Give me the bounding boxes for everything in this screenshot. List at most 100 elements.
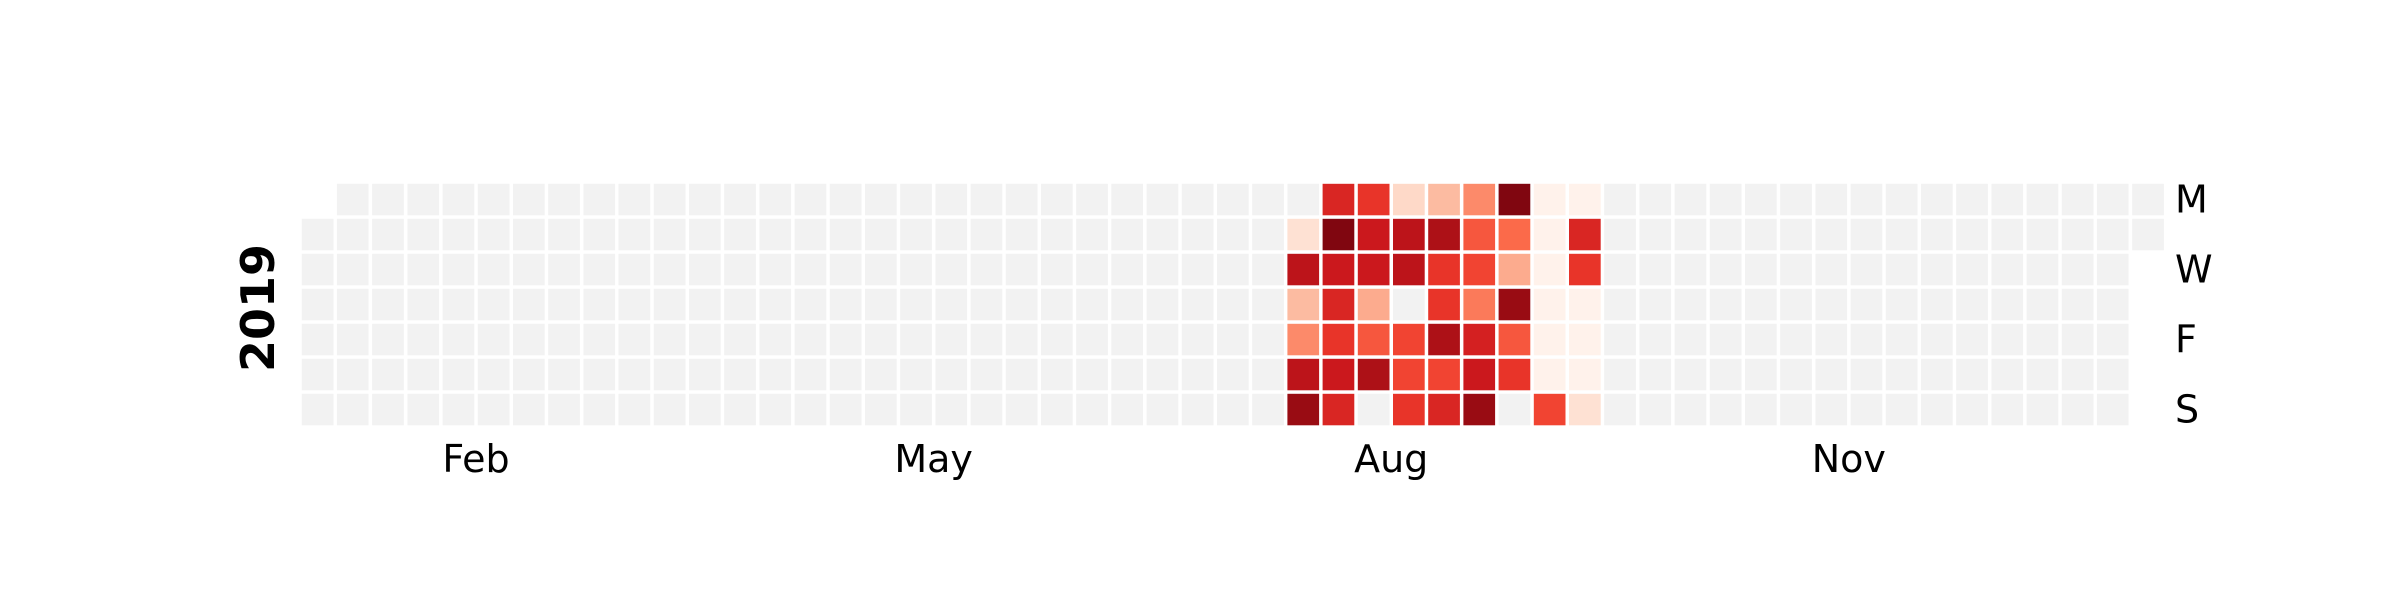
heatmap-cell (1005, 288, 1038, 321)
heatmap-cell (1639, 253, 1672, 286)
heatmap-cell (1569, 393, 1601, 426)
heatmap-cell (653, 218, 686, 251)
heatmap-cell (1921, 393, 1953, 426)
heatmap-cell (442, 253, 475, 286)
heatmap-cell (653, 358, 686, 391)
heatmap-cell (1217, 323, 1249, 356)
heatmap-cell (1463, 288, 1496, 321)
heatmap-cell (301, 218, 334, 251)
heatmap-cell (1041, 393, 1073, 426)
heatmap-cell (1111, 253, 1143, 286)
heatmap-cell (1815, 288, 1848, 321)
heatmap-cell (1357, 218, 1390, 251)
heatmap-cell (1428, 218, 1460, 251)
heatmap-cell (1780, 183, 1812, 216)
heatmap-cell (372, 253, 404, 286)
heatmap-cell (618, 358, 651, 391)
heatmap-cell (1076, 393, 1108, 426)
heatmap-cell (1533, 253, 1566, 286)
heatmap-cell (1604, 358, 1636, 391)
heatmap-cell (548, 253, 580, 286)
heatmap-cell (1181, 358, 1214, 391)
heatmap-cell (1850, 183, 1883, 216)
heatmap-cell (1463, 393, 1496, 426)
heatmap-cell (1991, 218, 2024, 251)
heatmap-cell (1604, 253, 1636, 286)
heatmap-cell (1533, 323, 1566, 356)
heatmap-cell (336, 393, 369, 426)
heatmap-cell (1146, 253, 1179, 286)
heatmap-cell (1815, 218, 1848, 251)
heatmap-cell (1850, 288, 1883, 321)
y-tick-label: S (2175, 388, 2199, 432)
heatmap-cell (1287, 323, 1320, 356)
heatmap-cell (759, 288, 792, 321)
heatmap-cell (1815, 323, 1848, 356)
heatmap-cell (2026, 358, 2059, 391)
heatmap-cell (794, 253, 827, 286)
heatmap-cell (1287, 358, 1320, 391)
heatmap-cell (1287, 218, 1320, 251)
heatmap-cell (865, 393, 897, 426)
heatmap-cell (1885, 253, 1918, 286)
heatmap-cell (301, 323, 334, 356)
heatmap-cell (1041, 253, 1073, 286)
heatmap-cell (1463, 183, 1496, 216)
heatmap-cell (1217, 218, 1249, 251)
heatmap-cell (829, 288, 862, 321)
heatmap-cell (1921, 358, 1953, 391)
heatmap-cell (442, 288, 475, 321)
heatmap-cell (759, 358, 792, 391)
heatmap-cell (1041, 218, 1073, 251)
heatmap-cell (829, 393, 862, 426)
heatmap-cell (583, 323, 616, 356)
heatmap-cell (865, 253, 897, 286)
heatmap-cell (759, 323, 792, 356)
heatmap-cell (1991, 323, 2024, 356)
heatmap-cell (407, 183, 440, 216)
heatmap-cell (1146, 288, 1179, 321)
heatmap-cell (1146, 393, 1179, 426)
heatmap-cell (336, 288, 369, 321)
heatmap-cell (1357, 253, 1390, 286)
heatmap-cell (442, 183, 475, 216)
heatmap-cell (1252, 183, 1284, 216)
heatmap-cell (1111, 393, 1143, 426)
heatmap-cell (2026, 183, 2059, 216)
heatmap-cell (1393, 323, 1425, 356)
heatmap-cell (1639, 393, 1672, 426)
heatmap-cell (1956, 183, 1988, 216)
heatmap-cell (1357, 358, 1390, 391)
heatmap-cell (1921, 183, 1953, 216)
heatmap-cell (1111, 183, 1143, 216)
heatmap-cell (1815, 393, 1848, 426)
heatmap-cell (1217, 183, 1249, 216)
heatmap-cell (1322, 393, 1355, 426)
heatmap-cell (583, 288, 616, 321)
heatmap-cell (1815, 183, 1848, 216)
heatmap-cell (1674, 183, 1707, 216)
heatmap-cell (1217, 288, 1249, 321)
heatmap-cell (1604, 288, 1636, 321)
heatmap-cell (1639, 288, 1672, 321)
heatmap-cell (865, 323, 897, 356)
heatmap-cell (900, 218, 932, 251)
heatmap-cell (513, 358, 545, 391)
heatmap-cell (407, 358, 440, 391)
heatmap-cell (618, 393, 651, 426)
heatmap-cell (1780, 358, 1812, 391)
heatmap-cell (1076, 323, 1108, 356)
heatmap-cell (1604, 218, 1636, 251)
heatmap-cell (1639, 358, 1672, 391)
heatmap-cell (583, 218, 616, 251)
heatmap-cell (1991, 183, 2024, 216)
heatmap-cell (1745, 253, 1777, 286)
heatmap-cell (865, 218, 897, 251)
heatmap-cell (2026, 288, 2059, 321)
heatmap-cell (1428, 323, 1460, 356)
heatmap-cell (583, 183, 616, 216)
heatmap-cell (372, 358, 404, 391)
heatmap-cell (1393, 393, 1425, 426)
heatmap-cell (970, 393, 1003, 426)
